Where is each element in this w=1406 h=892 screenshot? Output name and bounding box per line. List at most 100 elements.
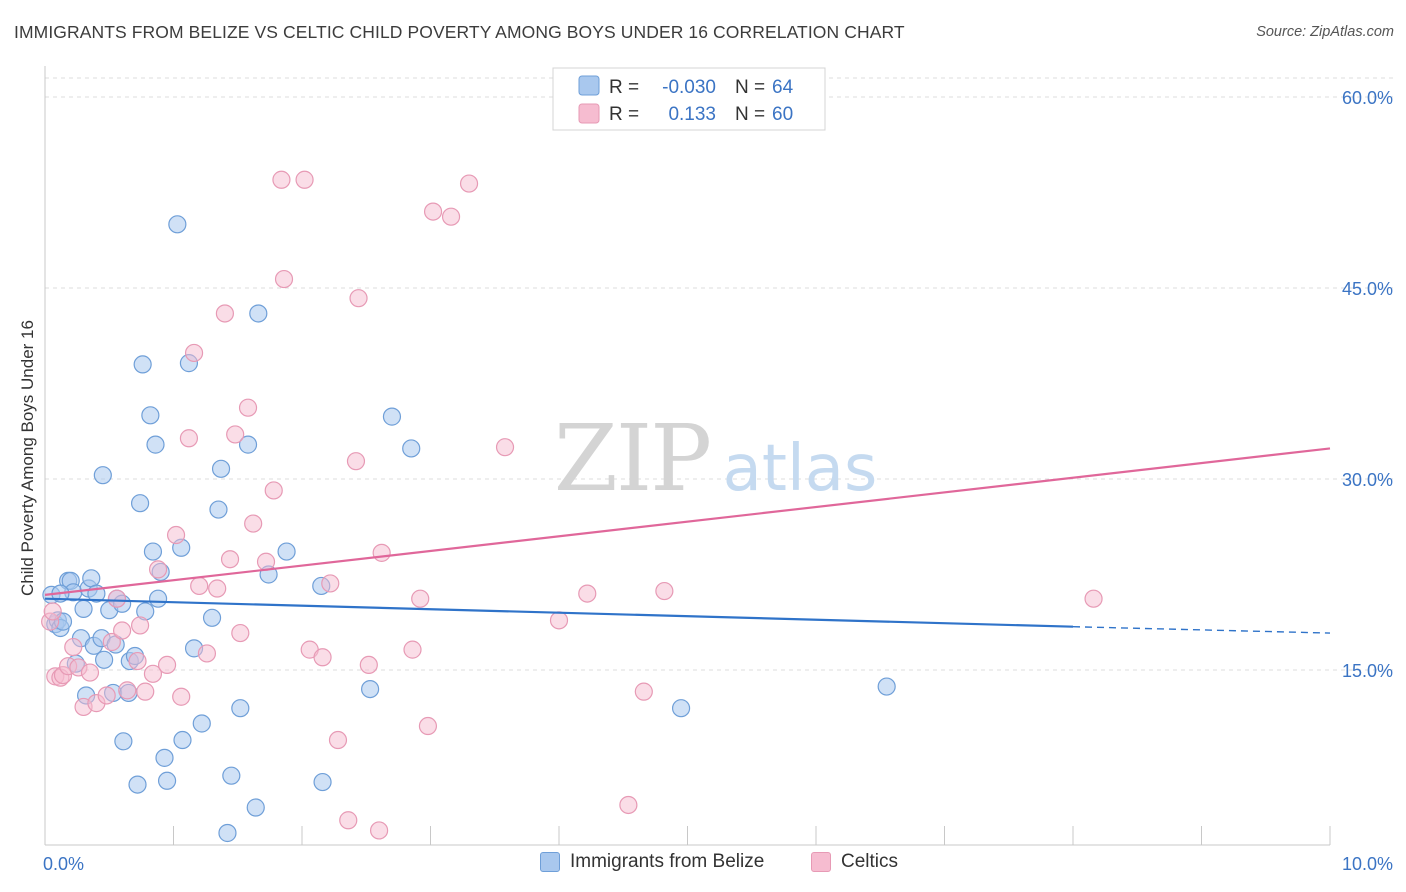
data-point-celtics [346, 452, 366, 471]
y-axis-label: Child Poverty Among Boys Under 16 [18, 320, 37, 596]
tick-labels: 15.0% 30.0% 45.0% 60.0% 0.0% 10.0% [43, 88, 1393, 874]
data-point-belize [402, 439, 421, 458]
data-point-belize [238, 435, 258, 454]
trend-line-belize-extension [1072, 626, 1331, 634]
bottom-legend-label-belize: Immigrants from Belize [570, 851, 765, 872]
data-point-belize [313, 772, 332, 792]
data-point-celtics [274, 269, 294, 289]
data-point-celtics [418, 716, 438, 736]
trend-lines [44, 447, 1331, 634]
legend-r-label-1: R = [609, 77, 639, 98]
data-point-celtics [148, 560, 168, 579]
data-point-belize [114, 732, 133, 751]
data-point-celtics [403, 640, 422, 659]
data-point-belize [218, 823, 237, 843]
data-point-belize [143, 542, 163, 561]
data-point-celtics [112, 621, 132, 640]
data-point-belize [93, 466, 112, 485]
data-point-celtics [43, 602, 62, 621]
data-point-celtics [157, 655, 177, 675]
x-tick-label: 10.0% [1342, 854, 1393, 874]
data-point-celtics [295, 170, 314, 189]
data-point-celtics [215, 304, 234, 323]
stats-legend: R = -0.030 N = 64 R = 0.133 N = 60 [552, 67, 826, 131]
x-tick-label: 0.0% [43, 854, 84, 874]
data-point-celtics [495, 438, 515, 457]
data-point-belize [155, 748, 174, 767]
y-tick-label: 30.0% [1342, 470, 1393, 490]
data-point-belize [130, 494, 150, 513]
data-point-belize [361, 679, 380, 699]
data-point-belize [148, 589, 168, 608]
data-point-celtics [459, 174, 479, 193]
data-point-celtics [231, 623, 250, 643]
data-point-celtics [220, 550, 240, 569]
data-point-belize [157, 771, 177, 790]
data-point-celtics [328, 730, 348, 750]
data-point-celtics [256, 552, 276, 571]
data-point-celtics [411, 589, 430, 608]
data-point-belize [209, 500, 228, 519]
data-point-celtics [136, 682, 155, 701]
data-point-celtics [634, 682, 653, 701]
data-point-belize [277, 542, 296, 561]
legend-n-value-2: 60 [772, 104, 793, 125]
data-point-celtics [441, 207, 461, 226]
data-point-celtics [107, 589, 127, 608]
chart-title: IMMIGRANTS FROM BELIZE VS CELTIC CHILD P… [14, 22, 905, 42]
data-point-belize [202, 608, 222, 627]
data-point-belize [173, 730, 192, 750]
axes [44, 66, 1331, 846]
data-point-celtics [118, 681, 137, 700]
data-point-celtics [549, 611, 569, 630]
legend-n-label-2: N = [735, 104, 765, 125]
data-point-belize [222, 766, 241, 785]
data-point-celtics [423, 202, 443, 221]
data-point-celtics [179, 429, 199, 448]
data-point-celtics [321, 574, 340, 593]
watermark-atlas: atlas [723, 432, 878, 506]
data-point-celtics [166, 525, 186, 545]
data-point-celtics [64, 637, 83, 657]
data-point-celtics [619, 795, 638, 815]
data-point-celtics [143, 664, 163, 683]
data-point-celtics [130, 616, 150, 635]
data-point-belize [877, 677, 896, 696]
data-point-belize [246, 798, 265, 817]
data-point-celtics [197, 644, 217, 663]
series-celtics-points [41, 170, 1103, 840]
bottom-legend-celtics: Celtics [811, 851, 898, 873]
data-point-celtics [80, 663, 100, 682]
data-point-belize [141, 406, 160, 425]
data-point-celtics [272, 170, 291, 189]
data-point-belize [74, 599, 93, 618]
bottom-legend: Immigrants from Belize Celtics [0, 851, 1406, 877]
data-point-celtics [238, 398, 258, 417]
data-point-belize [231, 699, 250, 718]
data-point-celtics [655, 581, 674, 601]
bottom-legend-label-celtics: Celtics [841, 851, 899, 872]
y-tick-label: 15.0% [1342, 661, 1393, 681]
data-point-celtics [339, 811, 358, 830]
data-point-celtics [102, 632, 121, 652]
legend-n-value-1: 64 [772, 77, 794, 98]
trend-line-belize [44, 597, 1074, 628]
data-point-celtics [313, 648, 332, 667]
watermark: ZIP atlas [554, 405, 877, 512]
data-point-celtics [264, 481, 283, 500]
data-point-celtics [208, 579, 227, 598]
data-point-celtics [190, 576, 209, 596]
data-point-celtics [226, 425, 245, 444]
data-point-celtics [244, 514, 263, 533]
data-point-celtics [359, 655, 378, 675]
data-point-celtics [97, 686, 116, 705]
data-point-belize [146, 435, 165, 454]
source-label: Source: ZipAtlas.com [1256, 24, 1394, 40]
data-point-celtics [370, 821, 389, 840]
y-tick-label: 60.0% [1342, 88, 1393, 108]
data-point-belize [128, 775, 147, 794]
data-point-belize [192, 714, 211, 733]
data-point-celtics [172, 687, 191, 706]
y-tick-label: 45.0% [1342, 279, 1393, 299]
data-point-celtics [349, 289, 368, 308]
